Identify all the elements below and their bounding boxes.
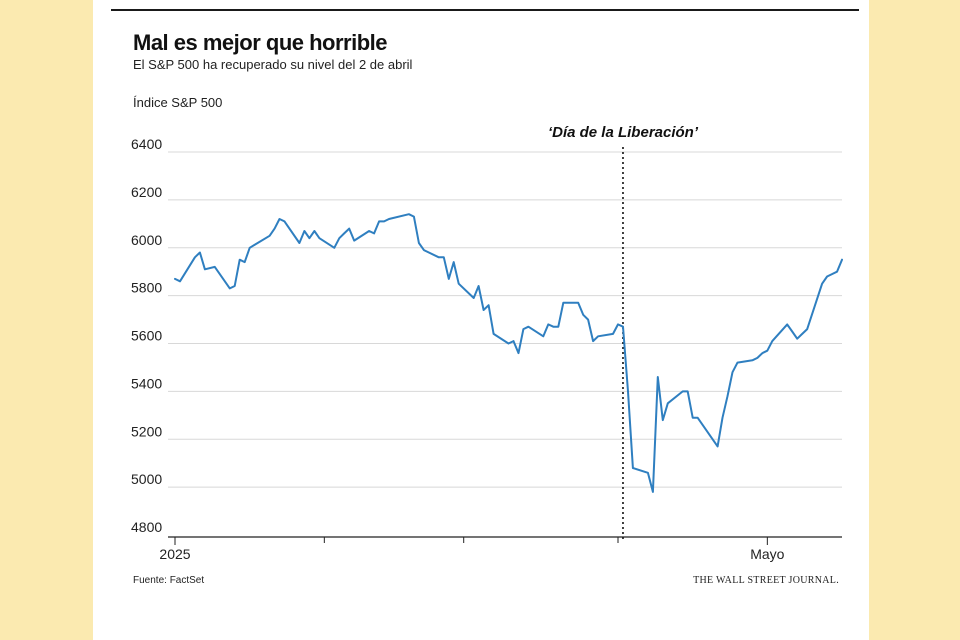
y-axis-unit-label: Índice S&P 500 <box>133 95 223 110</box>
x-tick-label: 2025 <box>159 546 190 562</box>
y-tick-label: 5400 <box>131 375 162 391</box>
source-note: Fuente: FactSet <box>133 575 205 586</box>
y-tick-label: 5000 <box>131 471 162 487</box>
liberation-day-label: ‘Día de la Liberación’ <box>548 124 699 141</box>
y-tick-label: 4800 <box>131 519 162 535</box>
y-tick-label: 5800 <box>131 280 162 296</box>
publisher-credit: THE WALL STREET JOURNAL. <box>693 575 839 586</box>
y-tick-label: 6200 <box>131 184 162 200</box>
y-tick-label: 5200 <box>131 423 162 439</box>
chart-title: Mal es mejor que horrible <box>133 30 388 55</box>
y-tick-label: 6400 <box>131 136 162 152</box>
x-tick-label: Mayo <box>750 546 784 562</box>
top-rule <box>111 9 859 11</box>
y-tick-label: 6000 <box>131 232 162 248</box>
y-tick-label: 5600 <box>131 328 162 344</box>
chart-subtitle: El S&P 500 ha recuperado su nivel del 2 … <box>133 57 413 72</box>
sp500-series-line <box>174 213 843 493</box>
chart-card: Mal es mejor que horrible El S&P 500 ha … <box>93 0 869 640</box>
